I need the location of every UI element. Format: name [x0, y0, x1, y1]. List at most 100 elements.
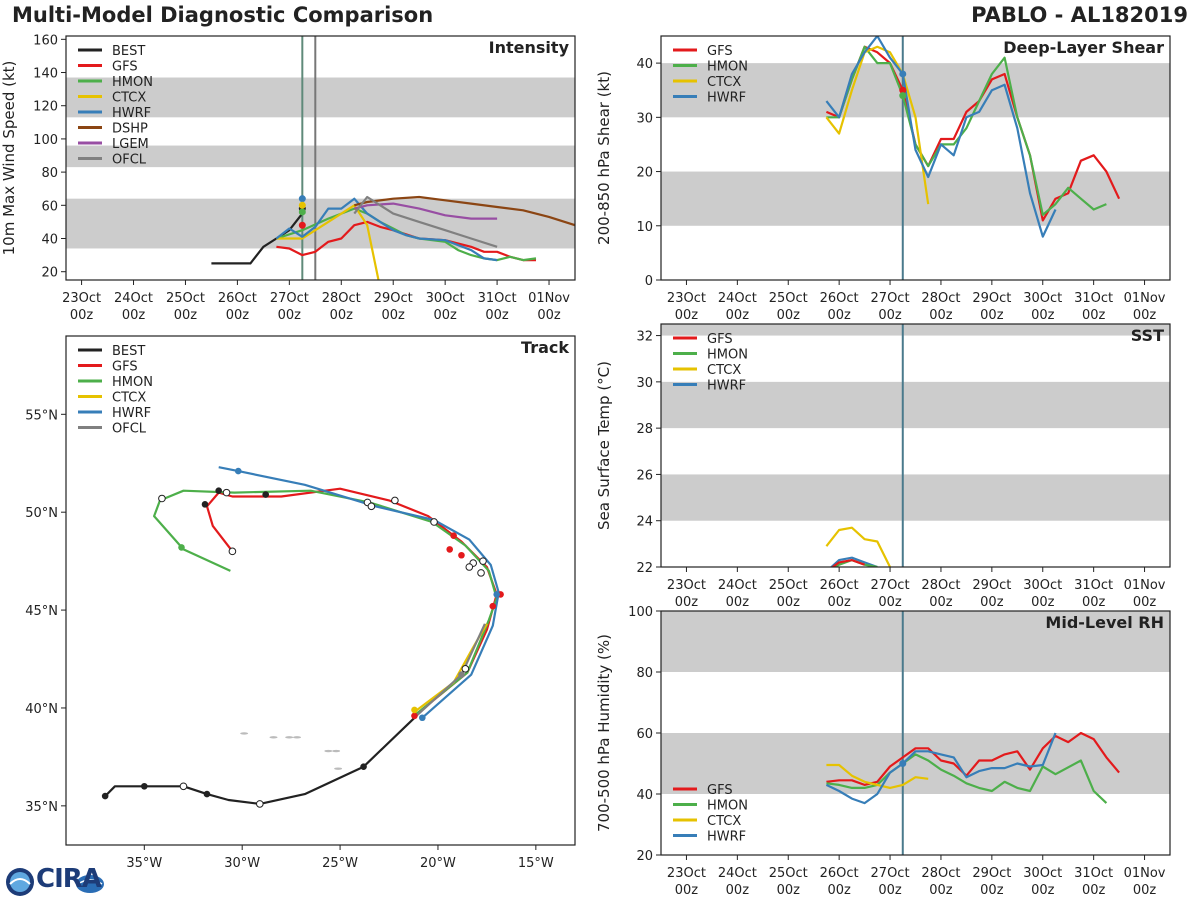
rh-xtick-label: 00z [929, 883, 953, 898]
rh-xtick-label: 00z [1031, 883, 1055, 898]
track-marker-ofcl [461, 665, 470, 673]
shear-legend-label-hwrf: HWRF [707, 91, 746, 106]
intensity-ytick-label: 80 [41, 166, 58, 181]
track-xtick-label: 35°W [126, 856, 162, 871]
track-marker-hwrf [479, 557, 487, 565]
track-marker-best [256, 800, 264, 808]
sst-band [661, 381, 1170, 429]
sst-xtick-label: 29Oct [972, 578, 1011, 593]
intensity-ytick-label: 60 [41, 199, 58, 214]
shear-xtick-label: 00z [777, 308, 801, 323]
track-marker-gfs [215, 487, 222, 494]
intensity-ytick-label: 100 [33, 133, 58, 148]
intensity-panel: 23Oct 00z 24Oct 00z 25Oct 00z 26Oct 00z 27Oct 00z… [0, 33, 576, 323]
intensity-legend-label-hwrf: HWRF [112, 106, 151, 121]
sst-xtick-label: 23Oct [667, 578, 706, 593]
track-marker-hwrf [419, 714, 426, 722]
rh-xtick-label: 00z [980, 883, 1004, 898]
track-marker-gfs [201, 501, 209, 508]
intensity-xtick-label: 30Oct [426, 291, 465, 306]
track-legend-label-hmon: HMON [112, 375, 153, 390]
intensity-xtick-label: 28Oct [322, 291, 361, 306]
sst-xtick-label: 00z [675, 595, 699, 610]
intensity-xtick-label: 27Oct [270, 291, 309, 306]
rh-xtick-label: 01Nov [1124, 866, 1166, 881]
shear-xtick-label: 25Oct [769, 291, 808, 306]
track-marker-gfs [262, 491, 269, 498]
sst-ytick-label: 24 [636, 515, 653, 530]
intensity-xtick-label: 00z [330, 308, 354, 323]
track-marker-best [203, 790, 211, 798]
sst-ytick-label: 30 [636, 376, 653, 391]
sst-series-ctcx [825, 526, 891, 567]
intensity-legend-label-ctcx: CTCX [112, 91, 146, 106]
track-marker-gfs [228, 547, 237, 556]
shear-ylabel: 200-850 hPa Shear (kt) [595, 71, 613, 245]
intensity-legend-label-best: BEST [112, 44, 145, 59]
shear-ytick-label: 10 [636, 220, 653, 235]
track-legend-label-ctcx: CTCX [112, 391, 146, 406]
rh-xtick-label: 00z [1133, 883, 1157, 898]
track-marker-hwrf [493, 591, 500, 598]
shear-xtick-label: 00z [929, 308, 953, 323]
intensity-series-ofcl [353, 195, 498, 248]
rh-series-hmon [826, 753, 1108, 804]
track-xtick-label: 20°W [420, 856, 456, 871]
intensity-legend-label-hmon: HMON [112, 75, 153, 90]
track-marker-hmon [158, 494, 166, 503]
rh-series-ctcx [826, 763, 929, 790]
island [269, 736, 278, 739]
shear-xtick-label: 26Oct [820, 291, 859, 306]
intensity-xtick-label: 25Oct [166, 291, 205, 306]
track-marker-hmon [477, 569, 485, 577]
track-marker-gfs [391, 496, 399, 505]
track-legend-label-best: BEST [112, 344, 145, 359]
shear-xtick-label: 00z [1082, 308, 1106, 323]
island [285, 736, 294, 739]
rh-legend-label-ctcx: CTCX [707, 814, 741, 829]
cira-logo-text: CIRA [36, 864, 102, 894]
shear-xtick-label: 30Oct [1023, 291, 1062, 306]
rh-ytick-label: 20 [636, 849, 653, 864]
rh-ytick-label: 80 [636, 666, 653, 681]
shear-series-hwrf [825, 36, 1057, 238]
intensity-marker-hwrf [298, 195, 306, 203]
intensity-xtick-label: 00z [70, 308, 94, 323]
sst-xtick-label: 00z [777, 595, 801, 610]
rh-xtick-label: 00z [827, 883, 851, 898]
island [293, 736, 302, 739]
intensity-ytick-label: 140 [33, 67, 58, 82]
track-panel: 35°W 30°W 25°W 20°W 15°W 35°N 40°N 45°N 50°N 55°N… [25, 335, 576, 871]
track-xtick-label: 30°W [224, 856, 260, 871]
track-marker-best [179, 782, 188, 791]
track-ytick-label: 40°N [25, 702, 58, 717]
shear-xtick-label: 27Oct [871, 291, 910, 306]
track-xtick-label: 15°W [518, 856, 554, 871]
intensity-legend-label-lgem: LGEM [112, 137, 149, 152]
rh-xtick-label: 00z [1082, 883, 1106, 898]
track-ytick-label: 35°N [25, 800, 58, 815]
sst-xtick-label: 00z [1031, 595, 1055, 610]
intensity-marker-hmon [298, 208, 306, 216]
intensity-xtick-label: 00z [174, 308, 198, 323]
shear-marker-hwrf [899, 70, 907, 78]
rh-xtick-label: 27Oct [871, 866, 910, 881]
track-title: Track [521, 338, 569, 357]
shear-xtick-label: 00z [1133, 308, 1157, 323]
shear-frame [660, 35, 1171, 281]
intensity-ytick-label: 120 [33, 100, 58, 115]
rh-legend-label-hwrf: HWRF [707, 830, 746, 845]
shear-legend-label-ctcx: CTCX [707, 75, 741, 90]
track-series-hmon [153, 489, 498, 715]
intensity-xtick-label: 00z [382, 308, 406, 323]
sst-legend-label-ctcx: CTCX [707, 363, 741, 378]
sst-xtick-label: 00z [1133, 595, 1157, 610]
track-marker-hmon [222, 488, 231, 497]
shear-legend-label-gfs: GFS [707, 44, 733, 59]
rh-band [661, 733, 1170, 794]
rh-panel: 23Oct 00z 24Oct 00z 25Oct 00z 26Oct 00z 27Oct 00z… [595, 605, 1171, 898]
intensity-series-lgem [354, 202, 498, 220]
intensity-series-best [211, 212, 304, 265]
rh-legend-label-hmon: HMON [707, 799, 748, 814]
